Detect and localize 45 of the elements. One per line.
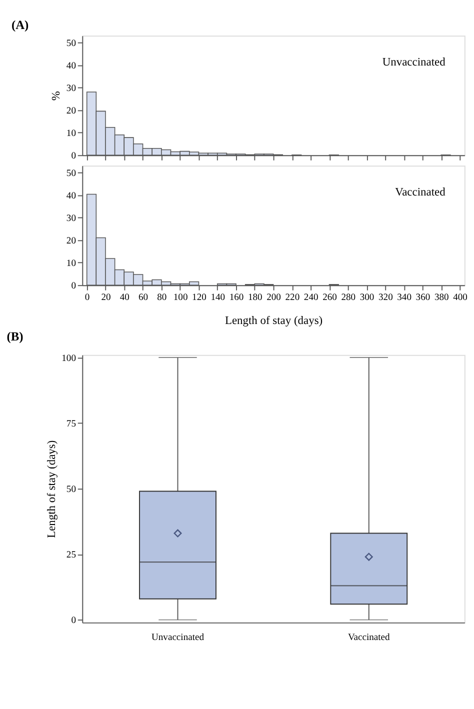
y-tick-label: 25 — [66, 550, 76, 561]
y-tick-label: 0 — [71, 280, 76, 292]
x-tick-label: 280 — [341, 292, 356, 303]
y-tick-label: 30 — [66, 212, 76, 224]
x-tick-label: 200 — [266, 292, 282, 303]
y-tick-label: 20 — [66, 105, 76, 116]
x-tick-label: 40 — [120, 292, 130, 303]
y-tick-label: 50 — [66, 168, 76, 179]
y-tick-label: 40 — [66, 60, 76, 72]
annotation: Vaccinated — [395, 186, 446, 198]
x-tick-label: 380 — [434, 292, 449, 303]
x-tick-label: 220 — [285, 292, 300, 303]
x-tick-label: 160 — [229, 292, 244, 303]
x-tick-label: 320 — [378, 292, 394, 303]
y-tick-label: 75 — [66, 418, 76, 430]
y-tick-label: 50 — [66, 38, 76, 49]
x-tick-label: 340 — [397, 292, 412, 303]
x-tick-label: 400 — [453, 292, 468, 303]
x-tick-label: 60 — [138, 292, 148, 303]
chart-title: (B) — [6, 329, 24, 344]
x-tick-label: 80 — [157, 292, 167, 303]
y-axis-title: % — [50, 90, 63, 101]
x-tick-label: 180 — [248, 292, 263, 303]
y-tick-label: 30 — [66, 82, 76, 94]
x-tick-label: 360 — [416, 292, 430, 303]
x-tick-label: 260 — [322, 292, 338, 303]
annotation: Unvaccinated — [382, 56, 446, 68]
y-tick-label: 50 — [66, 484, 76, 496]
y-tick-label: 0 — [71, 615, 76, 626]
x-tick-label: 140 — [210, 292, 226, 303]
y-axis-title: Length of stay (days) — [46, 440, 58, 538]
x-tick-label: 0 — [84, 292, 90, 303]
x-tick-label: 300 — [360, 292, 374, 303]
x-tick-label: 240 — [304, 292, 318, 303]
y-tick-label: 40 — [66, 190, 76, 202]
y-tick-label: 0 — [71, 150, 76, 162]
y-tick-label: 10 — [66, 258, 76, 269]
y-tick-label: 10 — [66, 128, 76, 139]
x-tick-label: 20 — [101, 292, 111, 303]
y-tick-label: 100 — [62, 352, 76, 364]
x-tick-label: 120 — [192, 292, 207, 303]
chart-title: (A) — [11, 18, 29, 32]
x-axis-title: Length of stay (days) — [224, 314, 323, 327]
y-tick-label: 20 — [66, 235, 76, 246]
x-tick-label: 100 — [173, 292, 188, 303]
